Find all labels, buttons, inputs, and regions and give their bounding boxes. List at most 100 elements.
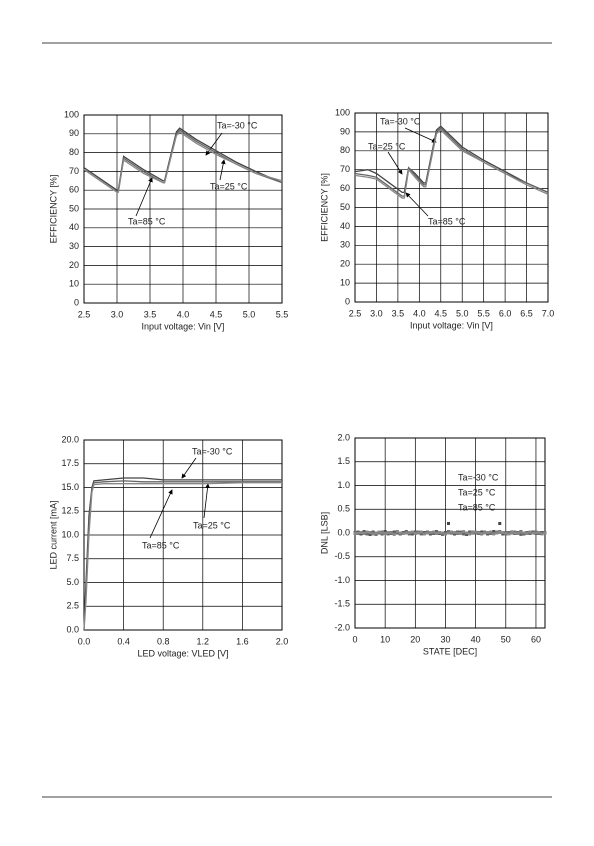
data-point [398,531,402,535]
y-tick-label: 0 [345,296,350,306]
y-tick-label: 0 [74,297,79,307]
y-tick-label: 0.0 [337,527,350,537]
annotation-arrow [205,132,223,156]
data-point [528,530,532,534]
data-point [519,530,523,534]
y-tick-label: -2.0 [334,622,350,632]
y-tick-label: 30 [69,241,79,251]
data-point [365,530,369,534]
data-point [474,530,478,534]
annotation: Ta=-30 °C [192,446,233,456]
data-point [410,530,414,534]
data-point [362,531,366,535]
annotation: Ta=25 °C [368,141,406,151]
data-point [537,531,541,535]
x-axis-label: Input voltage: Vin [V] [410,320,493,330]
data-point [383,531,387,535]
y-tick-label: 1.5 [337,456,350,466]
data-point [492,532,496,536]
x-tick-label: 4.0 [177,309,190,319]
x-tick-label: 1.6 [236,636,249,646]
data-point [413,531,417,535]
y-tick-label: 20 [340,259,350,269]
x-tick-label: 0 [352,634,357,644]
y-tick-label: 10 [69,279,79,289]
series-line [83,480,282,631]
data-point [389,531,393,535]
x-tick-label: 3.5 [392,308,405,318]
annotation-arrow [405,192,429,217]
plot-frame [83,114,283,304]
y-axis-label: EFFICIENCY [%] [319,173,329,242]
y-tick-label: 15.0 [61,482,79,492]
annotation-arrow [135,177,153,217]
y-tick-label: 7.5 [66,553,79,563]
x-tick-label: 5.0 [456,308,469,318]
x-tick-label: 50 [501,634,511,644]
y-tick-label: 90 [69,128,79,138]
annotation: Ta=25 °C [210,181,248,191]
annotation: Ta=-30 °C [458,472,499,482]
x-tick-label: 1.2 [197,636,210,646]
y-tick-label: 2.0 [337,432,350,442]
x-tick-label: 10 [380,634,390,644]
data-point [359,531,363,535]
data-point [501,531,505,535]
data-point [540,532,544,536]
annotation: Ta=85 °C [428,216,466,226]
data-point [395,530,399,534]
x-tick-label: 5.5 [477,308,490,318]
data-point [431,530,435,534]
y-axis-label: LED current [mA] [48,500,58,569]
annotation: Ta=-30 °C [217,120,258,130]
data-point [416,531,420,535]
data-point [510,531,514,535]
x-tick-label: 2.0 [276,636,289,646]
data-point [368,531,372,535]
data-point [380,531,384,535]
y-tick-label: 90 [340,126,350,136]
data-point [377,530,381,534]
y-tick-label: 60 [340,183,350,193]
y-tick-label: 50 [69,203,79,213]
data-point [465,531,469,535]
x-axis-label: STATE [DEC] [423,646,477,656]
annotation-arrow [203,483,210,519]
y-tick-label: 0.5 [337,504,350,514]
annotation: Ta=85 °C [458,502,496,512]
data-point [392,532,396,536]
x-tick-label: 4.5 [435,308,448,318]
data-point [353,531,357,535]
data-point [468,532,472,536]
data-point [374,531,378,535]
data-point [459,531,463,535]
data-point [428,531,432,535]
data-point [407,531,411,535]
y-tick-label: 60 [69,185,79,195]
series-line [354,129,549,199]
data-point [440,531,444,535]
y-axis-label: EFFICIENCY [%] [48,175,58,244]
series-line [354,127,549,197]
y-tick-label: 20 [69,260,79,270]
data-point [495,531,499,535]
y-tick-label: -1.5 [334,599,350,609]
data-point [422,532,426,536]
x-tick-label: 40 [471,634,481,644]
plot-frame [354,112,549,303]
x-tick-label: 4.0 [413,308,426,318]
data-point [356,531,360,535]
data-point [507,532,511,536]
x-tick-label: 5.0 [243,309,256,319]
y-tick-label: 17.5 [61,458,79,468]
y-tick-label: 1.0 [337,480,350,490]
y-tick-label: 5.0 [66,577,79,587]
data-point [534,531,538,535]
x-tick-label: 0.8 [157,636,170,646]
y-tick-label: -1.0 [334,575,350,585]
x-tick-label: 5.5 [276,309,289,319]
x-tick-label: 20 [410,634,420,644]
x-tick-label: 7.0 [542,308,555,318]
data-point [446,522,450,525]
